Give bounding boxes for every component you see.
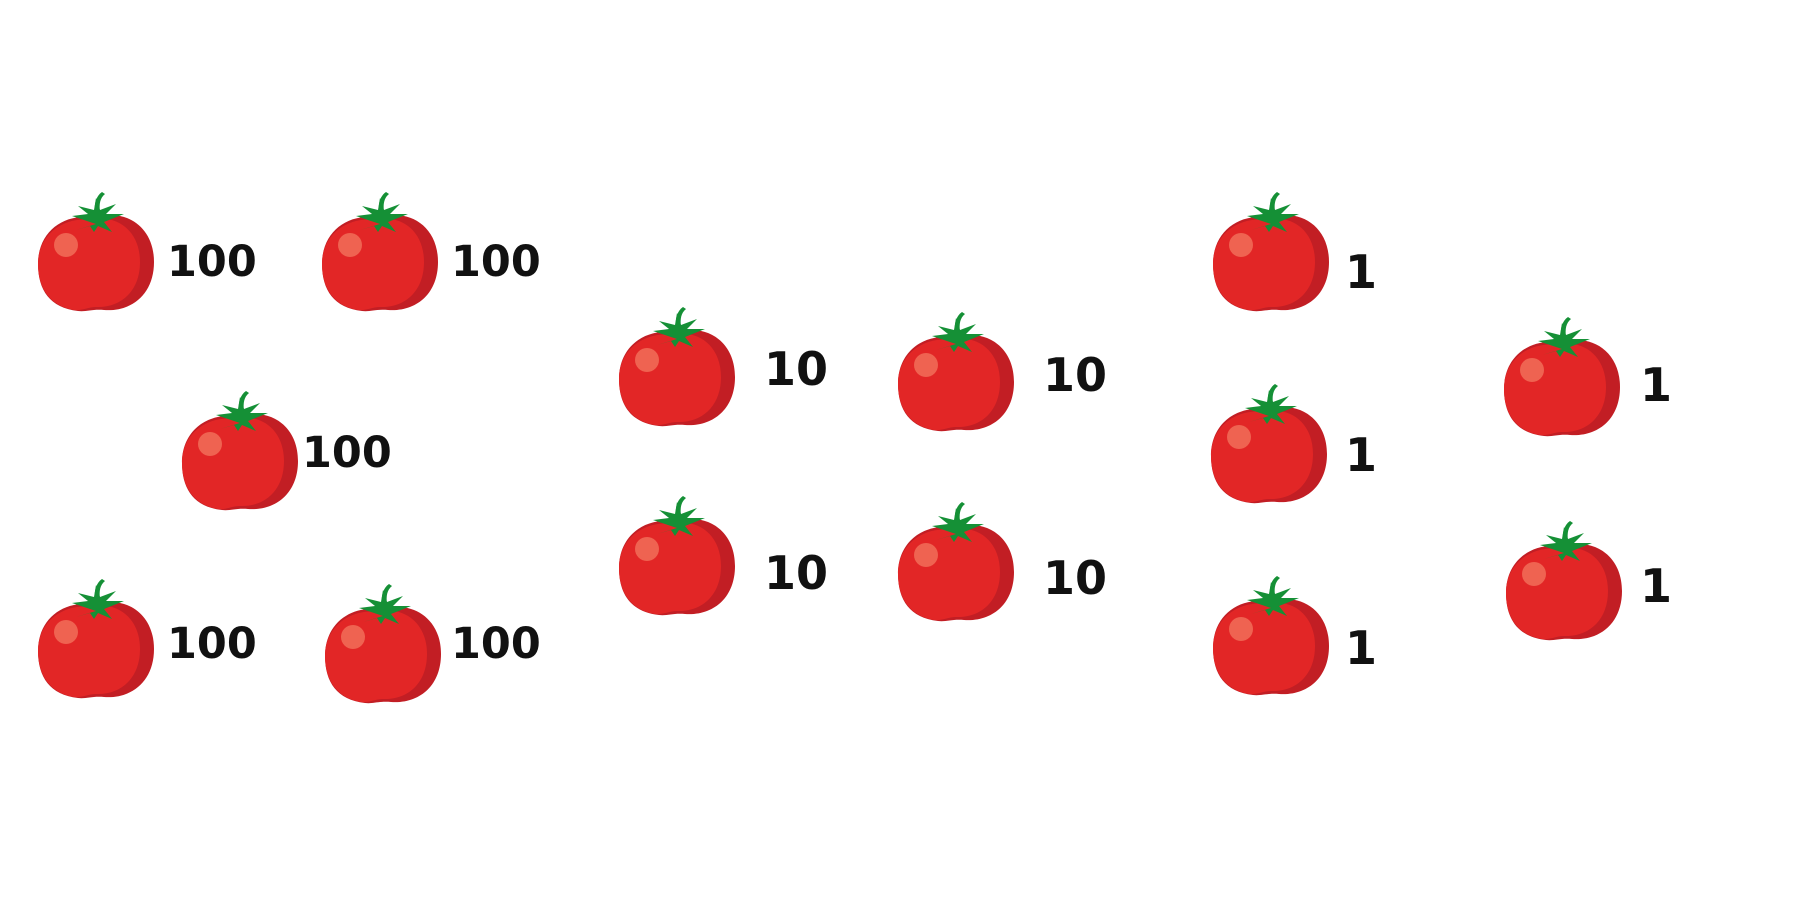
tomato-icon [617,494,737,618]
value-label: 10 [764,342,829,396]
tomato-icon [896,500,1016,624]
value-label: 100 [167,237,257,287]
tomato-icon [896,310,1016,434]
tomato-icon [323,582,443,706]
tomato-icon [180,389,300,513]
tomato-icon [1211,190,1331,314]
value-label: 100 [451,619,541,669]
value-label: 100 [167,619,257,669]
value-label: 1 [1640,559,1673,613]
value-label: 10 [1043,348,1108,402]
tomato-icon [320,190,440,314]
value-label: 100 [451,237,541,287]
tomato-icon [1504,519,1624,643]
tomato-icon [617,305,737,429]
value-label: 100 [302,428,392,478]
tomato-icon [1502,315,1622,439]
value-label: 1 [1345,621,1378,675]
tomato-icon [36,577,156,701]
value-label: 10 [764,546,829,600]
value-label: 1 [1640,358,1673,412]
tomato-icon [1211,574,1331,698]
value-label: 10 [1043,551,1108,605]
tomato-icon [36,190,156,314]
value-label: 1 [1345,428,1378,482]
value-label: 1 [1345,245,1378,299]
tomato-icon [1209,382,1329,506]
